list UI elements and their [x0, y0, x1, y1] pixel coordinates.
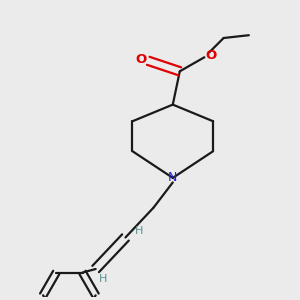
Text: N: N: [168, 171, 178, 184]
Text: H: H: [98, 274, 107, 284]
Text: O: O: [135, 52, 146, 65]
Text: O: O: [205, 49, 216, 62]
Text: H: H: [135, 226, 143, 236]
